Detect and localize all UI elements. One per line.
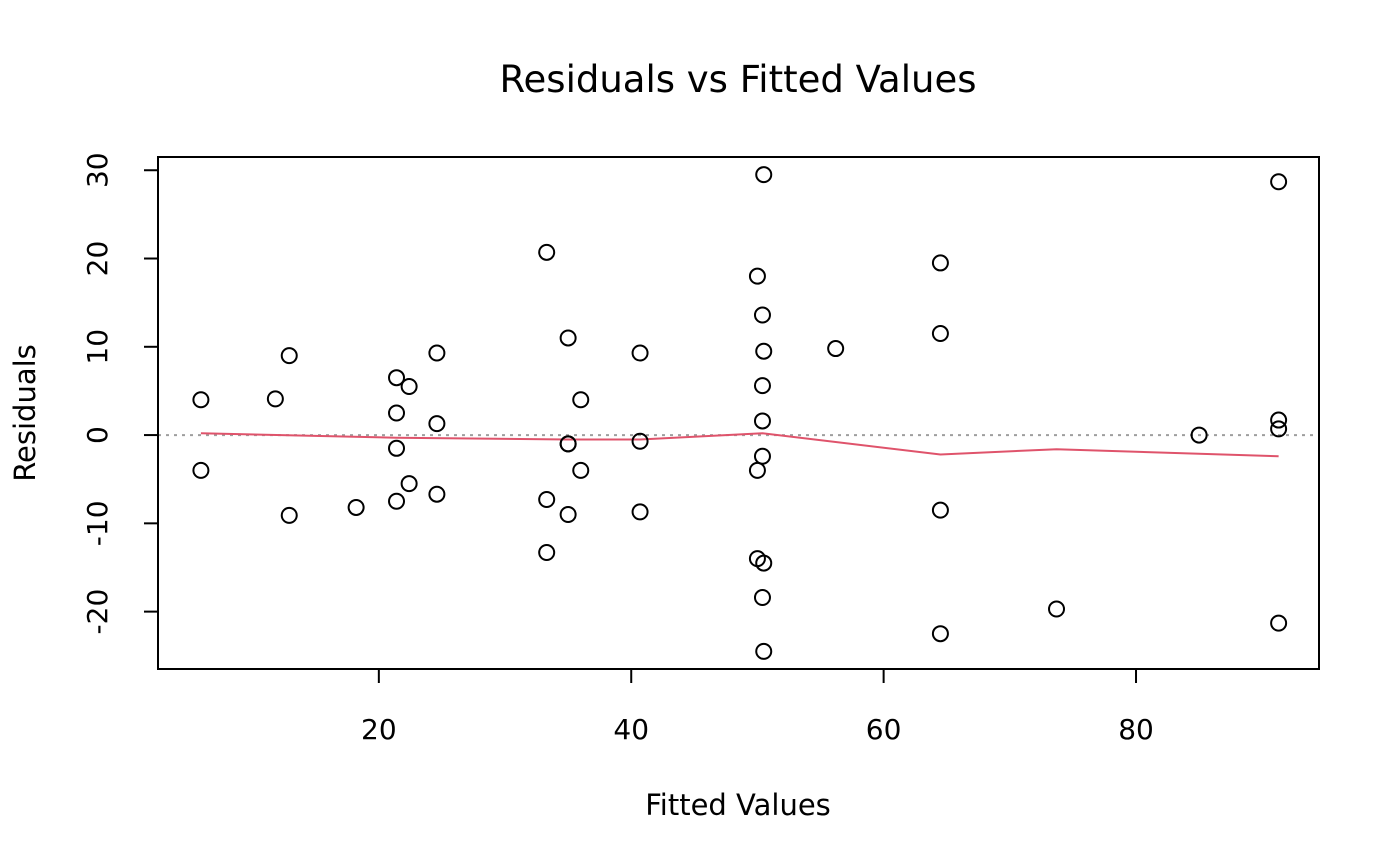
data-point — [572, 391, 590, 409]
data-point — [388, 492, 406, 510]
x-tick-label: 40 — [613, 713, 649, 746]
data-point — [428, 485, 446, 503]
data-point — [753, 588, 771, 606]
data-point — [631, 344, 649, 362]
data-point — [1048, 600, 1066, 618]
data-point — [388, 404, 406, 422]
x-tick-label: 80 — [1118, 713, 1154, 746]
chart-title: Residuals vs Fitted Values — [499, 58, 976, 101]
data-point — [559, 329, 577, 347]
data-point — [538, 243, 556, 261]
data-point — [931, 325, 949, 343]
y-tick-label: 30 — [81, 152, 114, 188]
data-point — [931, 625, 949, 643]
data-point — [631, 503, 649, 521]
data-point — [753, 377, 771, 395]
data-point — [388, 369, 406, 387]
data-point — [572, 461, 590, 479]
x-tick-label: 20 — [361, 713, 397, 746]
data-point — [1190, 426, 1208, 444]
data-point — [400, 475, 418, 493]
data-point — [753, 306, 771, 324]
data-point — [538, 491, 556, 509]
data-point — [755, 554, 773, 572]
x-axis-label: Fitted Values — [645, 788, 831, 822]
y-tick-label: 0 — [81, 426, 114, 444]
data-point — [280, 506, 298, 524]
y-axis-label: Residuals — [8, 344, 42, 482]
data-point — [1270, 420, 1288, 438]
data-point — [1270, 614, 1288, 632]
data-point — [280, 347, 298, 365]
data-point — [753, 412, 771, 430]
data-point — [1270, 411, 1288, 429]
data-point — [388, 439, 406, 457]
data-point — [753, 447, 771, 465]
x-tick-label: 60 — [866, 713, 902, 746]
y-tick-label: -10 — [81, 500, 114, 546]
data-point — [755, 166, 773, 184]
data-point — [428, 344, 446, 362]
y-tick-label: -20 — [81, 589, 114, 635]
data-point — [559, 506, 577, 524]
data-point — [748, 461, 766, 479]
data-point — [1270, 173, 1288, 191]
y-tick-label: 20 — [81, 241, 114, 277]
data-point — [538, 543, 556, 561]
data-point — [192, 391, 210, 409]
data-point — [347, 498, 365, 516]
data-point — [748, 267, 766, 285]
residual-points — [192, 166, 1288, 660]
data-point — [559, 435, 577, 453]
data-point — [931, 501, 949, 519]
data-point — [755, 342, 773, 360]
data-point — [755, 642, 773, 660]
y-tick-label: 10 — [81, 329, 114, 365]
data-point — [827, 340, 845, 358]
data-point — [266, 390, 284, 408]
x-axis: 20 40 60 80 — [361, 669, 1154, 746]
data-point — [631, 432, 649, 450]
data-point — [931, 254, 949, 272]
y-axis: -20 -10 0 10 20 30 — [81, 152, 158, 634]
data-point — [192, 461, 210, 479]
data-point — [400, 378, 418, 396]
smooth-trend-line — [200, 432, 1279, 458]
plot-frame — [157, 156, 1320, 670]
data-point — [428, 415, 446, 433]
